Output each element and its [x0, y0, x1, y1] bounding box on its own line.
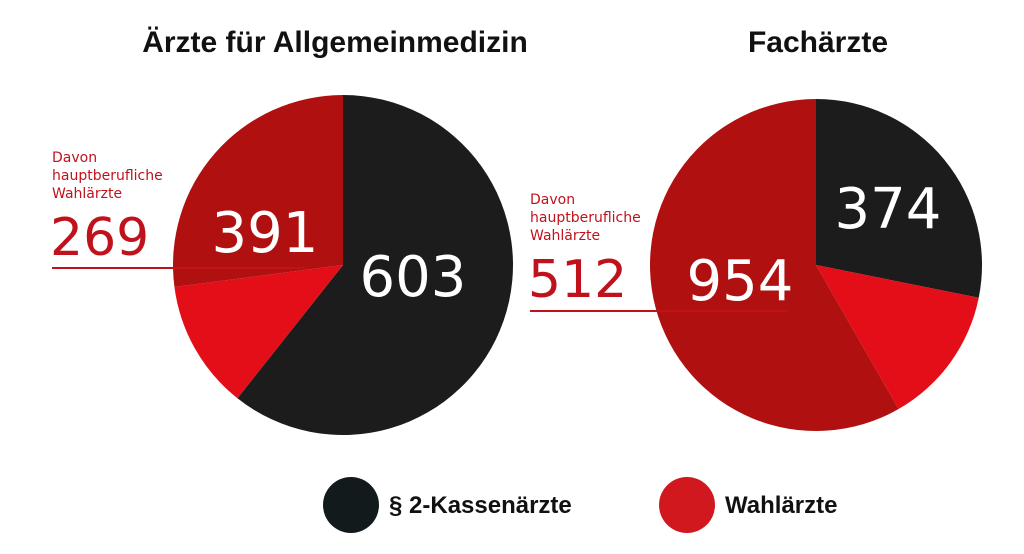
pie-chart-fachaerzte: Fachärzte 374 954 Davon hauptberufliche …: [528, 26, 982, 431]
legend-swatch-kassenaerzte: [323, 477, 379, 533]
pie-chart-allgemeinmedizin: Ärzte für Allgemeinmedizin 603 391 Davon…: [50, 26, 528, 435]
note-line-3-fach: Wahlärzte: [530, 228, 600, 244]
pie-slices-fachaerzte: [649, 99, 982, 431]
pie-slice-wahlaerzte-fach: [816, 265, 979, 410]
pie-slice-kassenaerzte-allgemein: [237, 95, 513, 435]
note-line-3-allgemein: Wahlärzte: [52, 186, 122, 202]
pie-slice-wahlaerzte-allgemein: [174, 265, 343, 399]
wahl-total-label-fach: 954: [687, 249, 794, 314]
legend-label-wahlaerzte: Wahlärzte: [725, 492, 837, 519]
pie-slice-hauptberuflich-fach: [649, 99, 899, 431]
note-line-1-fach: Davon: [530, 192, 575, 208]
pie-slice-kassenaerzte-fach: [816, 99, 982, 298]
legend-swatch-wahlaerzte: [659, 477, 715, 533]
legend: § 2-Kassenärzte Wahlärzte: [323, 477, 837, 533]
note-value-fach: 512: [528, 250, 627, 310]
note-line-2-allgemein: hauptberufliche: [52, 168, 163, 184]
slice-label-kassenaerzte-allgemein: 603: [360, 245, 467, 310]
chart-title-fachaerzte: Fachärzte: [748, 26, 888, 59]
note-value-allgemein: 269: [50, 208, 149, 268]
note-line-2-fach: hauptberufliche: [530, 210, 641, 226]
chart-title-allgemeinmedizin: Ärzte für Allgemeinmedizin: [142, 26, 528, 59]
pie-slice-hauptberuflich-allgemein: [172, 95, 343, 287]
note-line-1-allgemein: Davon: [52, 150, 97, 166]
wahl-total-label-allgemein: 391: [212, 201, 319, 266]
pie-slices-allgemeinmedizin: [172, 95, 513, 435]
slice-label-kassenaerzte-fach: 374: [835, 177, 942, 242]
legend-label-kassenaerzte: § 2-Kassenärzte: [389, 492, 572, 519]
